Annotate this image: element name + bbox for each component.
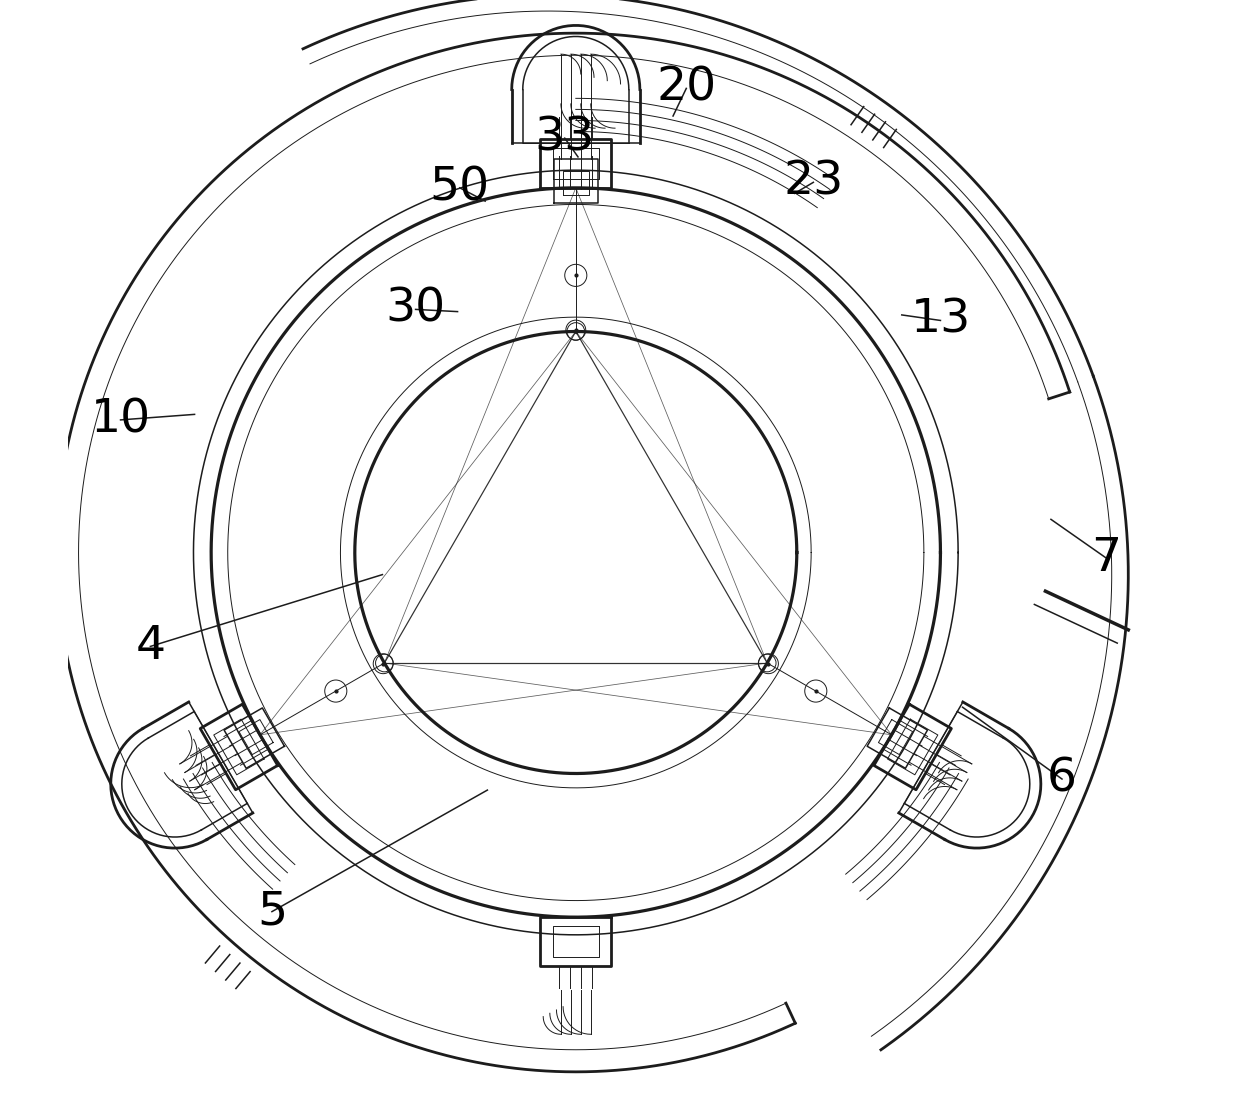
- Text: 5: 5: [257, 890, 286, 934]
- Text: 13: 13: [910, 298, 971, 343]
- Text: 4: 4: [135, 624, 165, 669]
- Text: 33: 33: [534, 116, 595, 160]
- Text: 20: 20: [656, 66, 717, 110]
- Text: 6: 6: [1047, 757, 1078, 801]
- Text: 10: 10: [91, 398, 150, 442]
- Text: 7: 7: [1091, 536, 1121, 580]
- Text: 30: 30: [386, 287, 445, 332]
- Text: 50: 50: [430, 166, 490, 210]
- Text: 23: 23: [784, 160, 843, 204]
